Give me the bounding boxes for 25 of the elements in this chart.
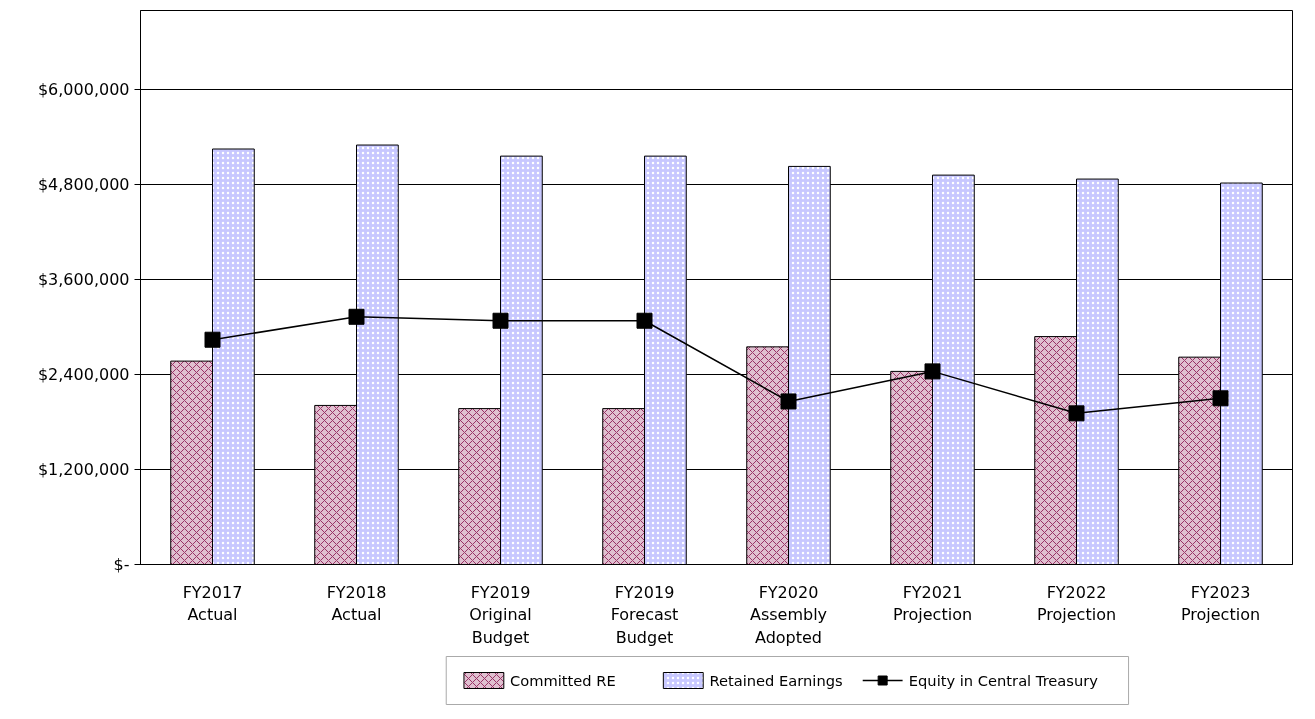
legend-label: Committed RE	[510, 672, 616, 689]
legend-label: Retained Earnings	[709, 672, 843, 689]
x-tick-label: FY2022 Projection	[1036, 582, 1117, 625]
point	[204, 331, 221, 348]
x-tick-label: FY2018 Actual	[326, 582, 387, 625]
x-tick-label: FY2019 Original Budget	[469, 582, 532, 648]
x-tick-label: FY2021 Projection	[892, 582, 973, 625]
legend-label: Equity in Central Treasury	[908, 672, 1099, 689]
x-tick-label: FY2017 Actual	[182, 582, 243, 625]
point	[780, 393, 797, 410]
x-tick-label: FY2023 Projection	[1180, 582, 1261, 625]
point	[1212, 390, 1229, 407]
y-tick-label: $6,000,000	[37, 80, 130, 100]
point	[492, 312, 509, 329]
point	[636, 312, 653, 329]
point	[924, 363, 941, 380]
y-tick-label: $3,600,000	[37, 270, 130, 290]
point	[348, 308, 365, 325]
x-tick-label: FY2020 Assembly Adopted	[749, 582, 828, 648]
y-tick-label: $-	[113, 555, 130, 574]
point	[1068, 405, 1085, 422]
y-tick-label: $2,400,000	[37, 365, 130, 385]
y-tick-label: $4,800,000	[37, 175, 130, 195]
y-tick-label: $1,200,000	[37, 460, 130, 480]
x-tick-label: FY2019 Forecast Budget	[610, 582, 679, 648]
